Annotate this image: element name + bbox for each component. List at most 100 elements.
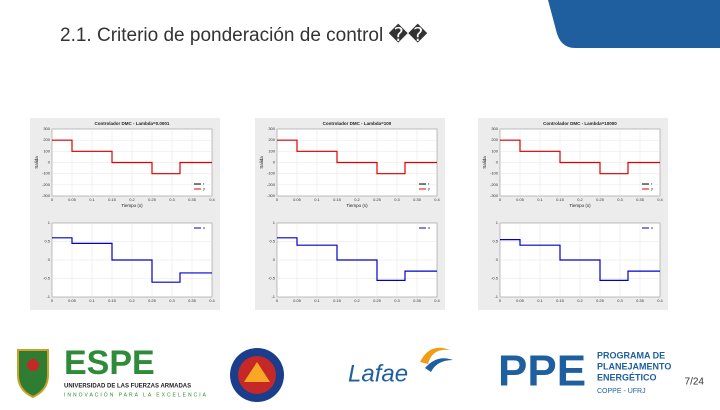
series-line: [500, 139, 660, 175]
series-line: [52, 139, 212, 175]
x-tick-label: 0.35: [413, 197, 422, 202]
x-tick-label: 0.15: [333, 298, 342, 303]
y-tick-label: 0.5: [44, 239, 50, 244]
y-tick-label: -1: [494, 294, 498, 299]
y-tick-label: 1: [496, 220, 499, 225]
y-tick-label: 0: [48, 160, 51, 165]
x-tick-label: 0.25: [373, 197, 382, 202]
x-tick-label: 0.4: [657, 298, 663, 303]
x-tick-label: 0.15: [108, 298, 117, 303]
legend-label: u: [651, 225, 653, 230]
y-tick-label: 1: [48, 220, 51, 225]
x-tick-label: 0.25: [148, 298, 157, 303]
x-tick-label: 0.25: [373, 298, 382, 303]
y-tick-label: 100: [268, 148, 275, 153]
logo-text: UNIVERSIDAD DE LAS FUERZAS ARMADAS: [64, 384, 191, 390]
logo-text: INNOVACIÓN PARA LA EXCELENCIA: [64, 391, 208, 398]
series-line: [277, 237, 437, 281]
y-axis-label: Salida: [259, 156, 264, 169]
y-tick-label: 1: [273, 220, 276, 225]
y-tick-label: 0.5: [492, 239, 498, 244]
x-tick-label: 0.35: [188, 197, 197, 202]
x-tick-label: 0.2: [577, 298, 583, 303]
x-tick-label: 0.2: [129, 197, 135, 202]
x-tick-label: 0.35: [636, 298, 645, 303]
x-axis-label: Tiempo (s): [569, 203, 591, 208]
y-tick-label: -1: [271, 294, 275, 299]
logo-text: ENERGÉTICO: [597, 372, 657, 382]
x-tick-label: 0.15: [556, 197, 565, 202]
legend-label: r: [651, 181, 653, 186]
x-tick-label: 0.25: [596, 298, 605, 303]
x-tick-label: 0.3: [169, 197, 175, 202]
x-tick-label: 0.35: [188, 298, 197, 303]
logo-text: COPPE - UFRJ: [597, 388, 646, 395]
series-line: [500, 239, 660, 281]
y-tick-label: 300: [268, 126, 275, 131]
y-tick-label: -200: [42, 182, 51, 187]
x-tick-label: 0.1: [537, 197, 543, 202]
x-tick-label: 0: [499, 197, 502, 202]
y-tick-label: -300: [490, 193, 499, 198]
y-tick-label: 200: [43, 137, 50, 142]
x-tick-label: 0: [276, 298, 279, 303]
logo-text: Lafae: [348, 360, 408, 387]
y-tick-label: 0: [273, 257, 276, 262]
series-line: [52, 237, 212, 283]
logo-text: PLANEJAMENTO: [597, 361, 671, 371]
x-tick-label: 0: [499, 298, 502, 303]
y-tick-label: 0: [496, 160, 499, 165]
x-tick-label: 0.4: [657, 197, 663, 202]
crest-detail: [27, 359, 39, 371]
x-tick-label: 0.05: [293, 197, 302, 202]
x-axis-label: Tiempo (s): [346, 203, 368, 208]
x-axis-label: Tiempo (s): [121, 203, 143, 208]
crest: [244, 362, 270, 382]
legend-label: y: [203, 186, 205, 191]
x-tick-label: 0.4: [434, 197, 440, 202]
page-number: 7/24: [685, 377, 705, 388]
espe-logo: ESPE UNIVERSIDAD DE LAS FUERZAS ARMADAS …: [17, 344, 208, 398]
chart-title: Controlador DMC - Lambda=0.0001: [95, 121, 170, 126]
x-tick-label: 0.05: [516, 197, 525, 202]
legend-label: r: [203, 181, 205, 186]
logo-text: PROGRAMA DE: [597, 350, 665, 360]
legend-label: y: [651, 186, 653, 191]
x-tick-label: 0.35: [413, 298, 422, 303]
x-tick-label: 0.05: [293, 298, 302, 303]
y-axis-label: Salida: [34, 156, 39, 169]
x-tick-label: 0.15: [556, 298, 565, 303]
y-tick-label: 300: [491, 126, 498, 131]
x-tick-label: 0.25: [148, 197, 157, 202]
x-tick-label: 0: [51, 197, 54, 202]
ppe-logo: PPE PROGRAMA DE PLANEJAMENTO ENERGÉTICO …: [498, 347, 671, 396]
legend-label: u: [428, 225, 430, 230]
y-tick-label: 300: [43, 126, 50, 131]
y-axis-label: Salida: [482, 156, 487, 169]
y-tick-label: -100: [267, 171, 276, 176]
y-tick-label: -300: [42, 193, 51, 198]
x-tick-label: 0.3: [169, 298, 175, 303]
x-tick-label: 0.1: [89, 197, 95, 202]
lafae-logo: Lafae: [348, 347, 453, 387]
legend-label: r: [428, 181, 430, 186]
x-tick-label: 0.1: [314, 197, 320, 202]
y-tick-label: 0.5: [269, 239, 275, 244]
x-tick-label: 0.2: [129, 298, 135, 303]
x-tick-label: 0.4: [209, 298, 215, 303]
x-tick-label: 0.1: [314, 298, 320, 303]
y-tick-label: -0.5: [43, 276, 51, 281]
y-tick-label: -300: [267, 193, 276, 198]
x-tick-label: 0.3: [394, 197, 400, 202]
y-tick-label: -200: [490, 182, 499, 187]
x-tick-label: 0.2: [577, 197, 583, 202]
x-tick-label: 0.05: [516, 298, 525, 303]
x-tick-label: 0: [276, 197, 279, 202]
y-tick-label: -0.5: [491, 276, 499, 281]
y-tick-label: -200: [267, 182, 276, 187]
x-tick-label: 0.25: [596, 197, 605, 202]
x-tick-label: 0: [51, 298, 54, 303]
y-tick-label: -1: [46, 294, 50, 299]
logo-text: PPE: [498, 347, 586, 396]
